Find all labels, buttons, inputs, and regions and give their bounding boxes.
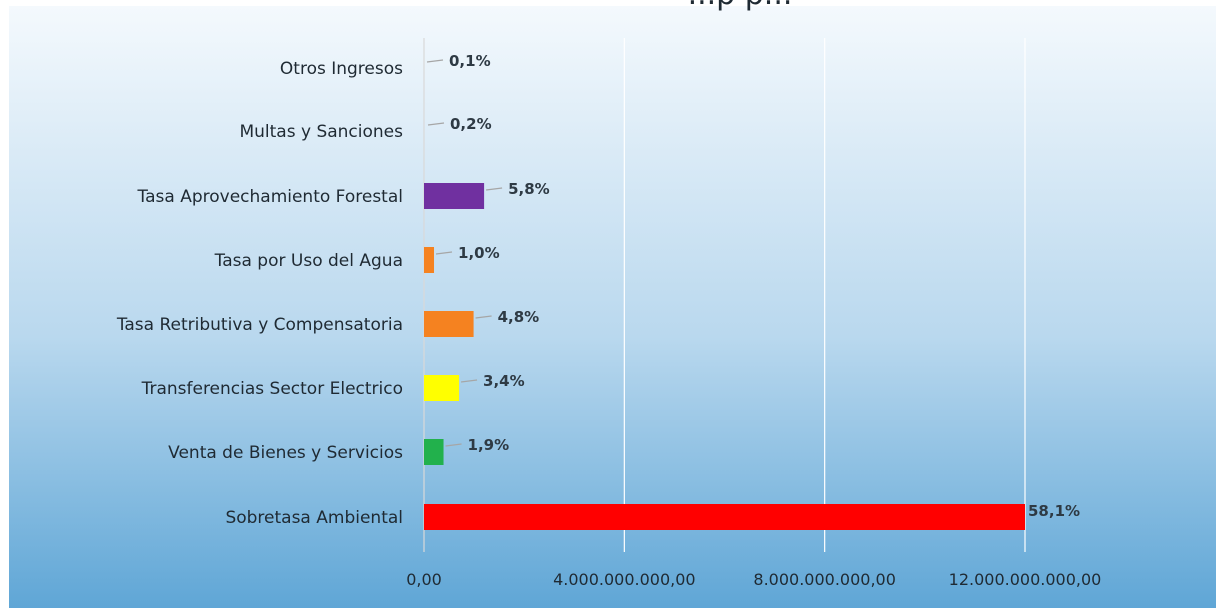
x-tick-label: 4.000.000.000,00 — [553, 570, 696, 589]
category-label: Multas y Sanciones — [239, 122, 403, 142]
category-label: Transferencias Sector Electrico — [141, 379, 403, 399]
leader-line — [435, 251, 453, 255]
category-label: Sobretasa Ambiental — [225, 508, 403, 528]
data-label: 4,8% — [498, 308, 540, 326]
data-label: 58,1% — [1028, 502, 1080, 520]
category-labels: Sobretasa Ambiental Venta de Bienes y Ser… — [116, 59, 403, 528]
x-axis-ticks: 0,00 4.000.000.000,00 8.000.000.000,00 12.0… — [406, 570, 1101, 589]
bar — [424, 183, 485, 209]
category-label: Venta de Bienes y Servicios — [168, 443, 403, 463]
x-tick-label: 12.000.000.000,00 — [949, 570, 1102, 589]
bar — [424, 504, 1025, 530]
leader-line — [460, 379, 478, 383]
bars — [424, 183, 1025, 530]
leader-line — [486, 187, 503, 191]
data-label: 1,0% — [458, 244, 500, 262]
category-label: Tasa Retributiva y Compensatoria — [116, 315, 403, 335]
data-label: 1,9% — [468, 436, 510, 454]
data-label: 0,1% — [449, 52, 491, 70]
gridlines — [423, 38, 1026, 552]
bar — [424, 439, 444, 465]
x-tick-label: 0,00 — [406, 570, 442, 589]
data-labels: 58,1% 1,9% 3,4% 4,8% 1,0% 5,8% 0,2% 0,1% — [426, 52, 1080, 520]
x-tick-label: 8.000.000.000,00 — [753, 570, 896, 589]
category-label: Otros Ingresos — [280, 59, 403, 79]
category-label: Tasa Aprovechamiento Forestal — [137, 187, 403, 207]
bar — [424, 375, 460, 401]
leader-line — [475, 315, 492, 319]
data-label: 3,4% — [483, 372, 525, 390]
chart-title: ...p p... — [688, 0, 793, 12]
data-label: 5,8% — [508, 180, 550, 198]
leader-line — [427, 122, 445, 126]
data-label: 0,2% — [450, 115, 492, 133]
leader-line — [426, 59, 444, 63]
bar — [424, 247, 435, 273]
category-label: Tasa por Uso del Agua — [214, 251, 403, 271]
leader-line — [445, 443, 462, 447]
bar — [424, 311, 474, 337]
